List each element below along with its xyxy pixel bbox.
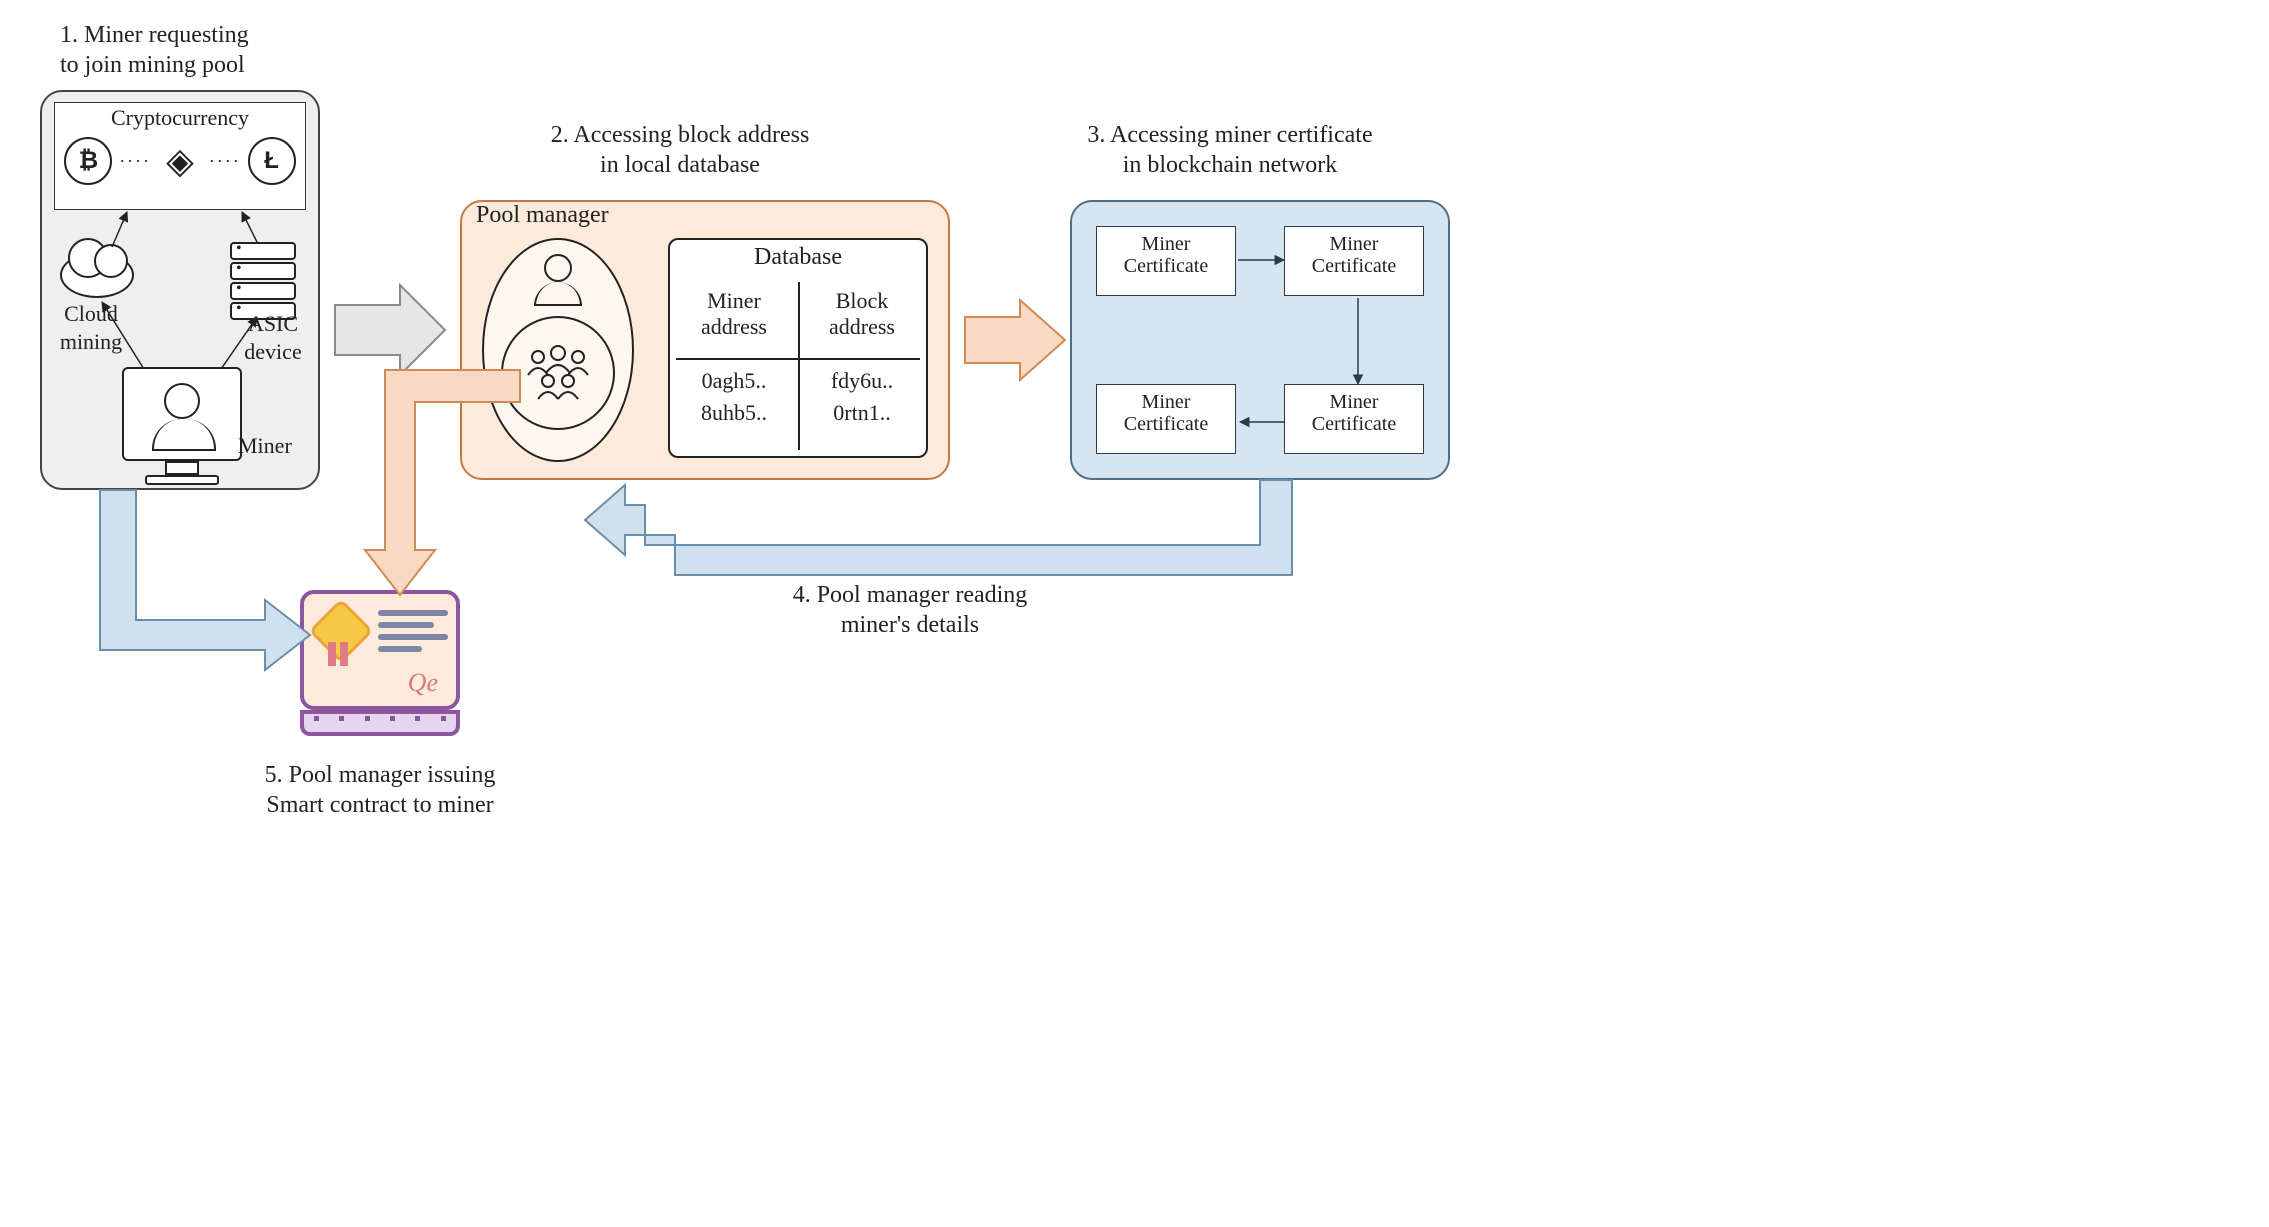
people-group-icon — [518, 343, 598, 403]
monitor-icon — [122, 367, 242, 485]
step1-title: 1. Miner requesting to join mining pool — [60, 20, 320, 80]
step2-title: 2. Accessing block address in local data… — [510, 120, 850, 180]
arrow-pool-to-contract — [365, 370, 525, 600]
step5-title: 5. Pool manager issuing Smart contract t… — [220, 760, 540, 820]
step1-line1: 1. Miner requesting — [60, 22, 249, 48]
db-title: Database — [670, 240, 926, 271]
db-c1-v2: 8uhb5.. — [670, 400, 798, 426]
miner-label: Miner — [238, 432, 292, 460]
cert-chain-arrows — [1072, 202, 1452, 482]
arrow-miner-to-contract — [90, 490, 320, 680]
step4-line2: miner's details — [841, 612, 979, 638]
step1-line2: to join mining pool — [60, 52, 245, 78]
blockchain-box: MinerCertificate MinerCertificate MinerC… — [1070, 200, 1450, 480]
step5-line2: Smart contract to miner — [266, 792, 493, 818]
arrow-miner-to-pool — [330, 280, 450, 380]
miner-box: Cryptocurrency ₿ ···· ◈ ···· Ł Cloud min… — [40, 90, 320, 490]
smart-contract-icon: Qe — [300, 590, 460, 736]
step3-title: 3. Accessing miner certificate in blockc… — [1050, 120, 1410, 180]
arrow-chain-to-pool — [580, 480, 1320, 610]
step3-line1: 3. Accessing miner certificate — [1087, 122, 1372, 148]
pool-manager-box: Pool manager — [460, 200, 950, 480]
step2-line2: in local database — [600, 152, 760, 178]
arrow-pool-to-chain — [960, 295, 1070, 385]
db-c2-v2: 0rtn1.. — [798, 400, 926, 426]
step2-line1: 2. Accessing block address — [551, 122, 810, 148]
db-c2-v1: fdy6u.. — [798, 368, 926, 394]
step3-line2: in blockchain network — [1123, 152, 1338, 178]
database-table: Database Mineraddress Blockaddress 0agh5… — [668, 238, 928, 458]
db-c1-v1: 0agh5.. — [670, 368, 798, 394]
pool-title: Pool manager — [476, 200, 656, 230]
db-col1-header: Mineraddress — [670, 288, 798, 340]
db-col2-header: Blockaddress — [798, 288, 926, 340]
step5-line1: 5. Pool manager issuing — [265, 762, 496, 788]
diagram-canvas: 1. Miner requesting to join mining pool … — [20, 20, 1520, 840]
